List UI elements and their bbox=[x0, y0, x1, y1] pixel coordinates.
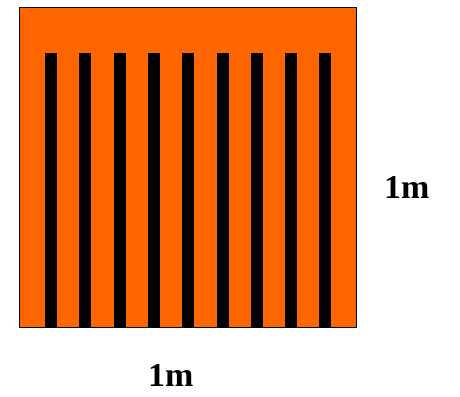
width-dimension-label: 1m bbox=[148, 357, 194, 394]
black-stripe bbox=[217, 53, 229, 328]
black-stripe bbox=[319, 53, 331, 328]
black-stripe bbox=[79, 53, 91, 328]
black-stripe bbox=[182, 53, 194, 328]
black-stripe bbox=[285, 53, 297, 328]
orange-square-panel bbox=[19, 7, 357, 328]
black-stripe bbox=[114, 53, 126, 328]
height-dimension-label: 1m bbox=[384, 169, 430, 206]
black-stripe bbox=[45, 53, 57, 328]
black-stripe bbox=[148, 53, 160, 328]
black-stripe bbox=[251, 53, 263, 328]
